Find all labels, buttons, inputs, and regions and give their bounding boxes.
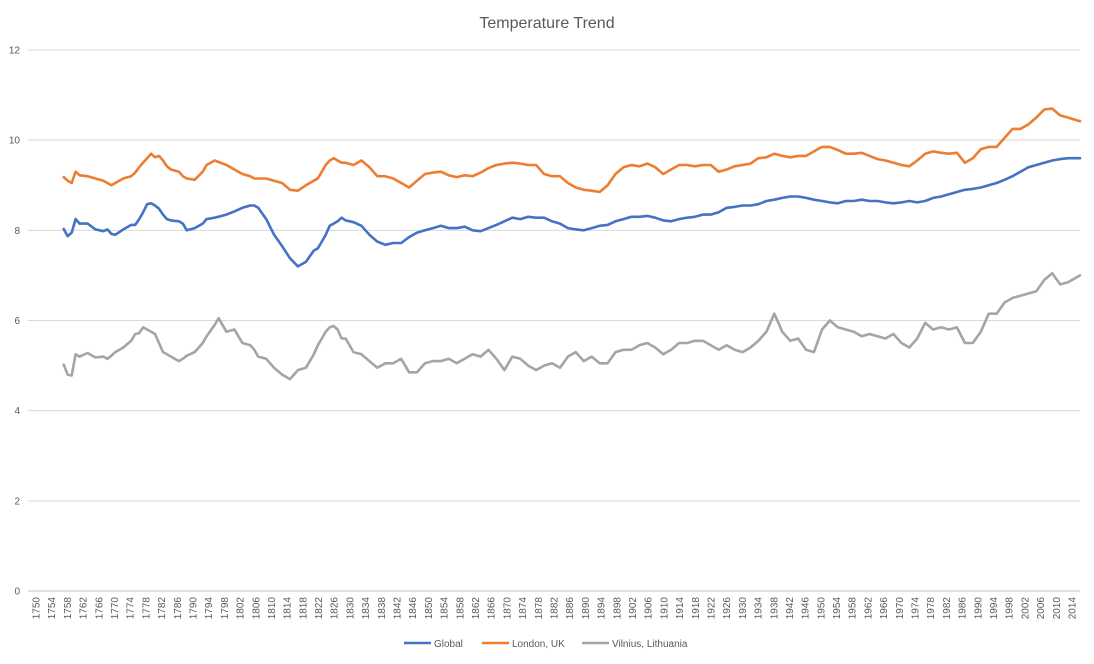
x-tick-label: 1882 <box>550 597 561 620</box>
x-tick-label: 1954 <box>832 597 843 620</box>
x-axis-ticks: 1750 1754 1758 1762 1766 1770 1774 1778 1782 1786… <box>32 597 1079 620</box>
x-tick-label: 1894 <box>597 597 608 620</box>
x-tick-label: 1910 <box>659 597 670 620</box>
x-tick-label: 1890 <box>581 597 592 620</box>
x-tick-label: 1782 <box>157 597 168 620</box>
series-line-2 <box>62 271 1082 381</box>
x-tick-label: 1874 <box>518 597 529 620</box>
x-tick-label: 1942 <box>785 597 796 620</box>
x-tick-label: 2006 <box>1036 597 1047 620</box>
y-axis-ticks: 0 2 4 6 8 10 12 <box>9 46 21 598</box>
x-tick-label: 1978 <box>926 597 937 620</box>
x-tick-label: 1798 <box>220 597 231 620</box>
x-tick-label: 1854 <box>440 597 451 620</box>
x-tick-label: 1862 <box>471 597 482 620</box>
x-tick-label: 1822 <box>314 597 325 620</box>
x-tick-label: 1906 <box>644 597 655 620</box>
x-tick-label: 1934 <box>754 597 765 620</box>
x-tick-label: 1982 <box>942 597 953 620</box>
x-tick-label: 1922 <box>706 597 717 620</box>
x-tick-label: 1994 <box>989 597 1000 620</box>
y-tick-label: 0 <box>14 587 20 598</box>
x-tick-label: 1778 <box>141 597 152 620</box>
x-tick-label: 1962 <box>863 597 874 620</box>
x-tick-label: 2002 <box>1020 597 1031 620</box>
series-line-0 <box>62 156 1082 268</box>
legend-label: London, UK <box>512 639 565 650</box>
x-tick-label: 1902 <box>628 597 639 620</box>
x-tick-label: 1930 <box>738 597 749 620</box>
x-tick-label: 1970 <box>895 597 906 620</box>
x-tick-label: 1914 <box>675 597 686 620</box>
y-tick-label: 4 <box>14 406 20 417</box>
x-tick-label: 2014 <box>1068 597 1079 620</box>
x-tick-label: 1810 <box>267 597 278 620</box>
x-tick-label: 1790 <box>188 597 199 620</box>
y-tick-label: 2 <box>14 496 20 507</box>
x-tick-label: 1990 <box>973 597 984 620</box>
x-tick-label: 1986 <box>958 597 969 620</box>
x-tick-label: 1806 <box>251 597 262 620</box>
x-tick-label: 1870 <box>502 597 513 620</box>
x-tick-label: 1802 <box>236 597 247 620</box>
legend-label: Vilnius, Lithuania <box>612 639 688 650</box>
x-tick-label: 1750 <box>32 597 43 620</box>
x-tick-label: 1830 <box>345 597 356 620</box>
y-tick-label: 8 <box>14 226 20 237</box>
x-tick-label: 1762 <box>79 597 90 620</box>
x-tick-label: 1818 <box>298 597 309 620</box>
x-tick-label: 1938 <box>769 597 780 620</box>
series-lines <box>62 107 1082 381</box>
x-tick-label: 1842 <box>393 597 404 620</box>
x-tick-label: 1866 <box>487 597 498 620</box>
x-tick-label: 1918 <box>691 597 702 620</box>
x-tick-label: 1838 <box>377 597 388 620</box>
legend: Global London, UK Vilnius, Lithuania <box>404 639 688 650</box>
gridlines <box>28 49 1080 592</box>
y-tick-label: 6 <box>14 316 20 327</box>
x-tick-label: 1950 <box>816 597 827 620</box>
y-tick-label: 12 <box>9 46 21 57</box>
x-tick-label: 1794 <box>204 597 215 620</box>
x-tick-label: 1926 <box>722 597 733 620</box>
x-tick-label: 1770 <box>110 597 121 620</box>
x-tick-label: 1774 <box>126 597 137 620</box>
x-tick-label: 1958 <box>848 597 859 620</box>
x-tick-label: 1998 <box>1005 597 1016 620</box>
y-tick-label: 10 <box>9 136 21 147</box>
x-tick-label: 1858 <box>455 597 466 620</box>
x-tick-label: 1946 <box>801 597 812 620</box>
x-tick-label: 1974 <box>911 597 922 620</box>
x-tick-label: 1766 <box>94 597 105 620</box>
x-tick-label: 1878 <box>534 597 545 620</box>
x-tick-label: 1754 <box>47 597 58 620</box>
x-tick-label: 1834 <box>361 597 372 620</box>
x-tick-label: 1826 <box>330 597 341 620</box>
legend-label: Global <box>434 639 463 650</box>
x-tick-label: 1850 <box>424 597 435 620</box>
x-tick-label: 1846 <box>408 597 419 620</box>
x-tick-label: 1886 <box>565 597 576 620</box>
series-line-1 <box>62 107 1082 194</box>
x-tick-label: 1898 <box>612 597 623 620</box>
x-tick-label: 2010 <box>1052 597 1063 620</box>
x-tick-label: 1814 <box>283 597 294 620</box>
x-tick-label: 1966 <box>879 597 890 620</box>
x-tick-label: 1786 <box>173 597 184 620</box>
chart-title: Temperature Trend <box>479 15 614 32</box>
x-tick-label: 1758 <box>63 597 74 620</box>
